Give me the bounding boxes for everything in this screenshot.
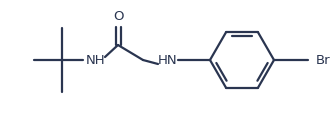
Text: Br: Br: [316, 54, 331, 66]
Text: HN: HN: [158, 54, 178, 66]
Text: NH: NH: [86, 54, 106, 66]
Text: O: O: [113, 9, 123, 23]
